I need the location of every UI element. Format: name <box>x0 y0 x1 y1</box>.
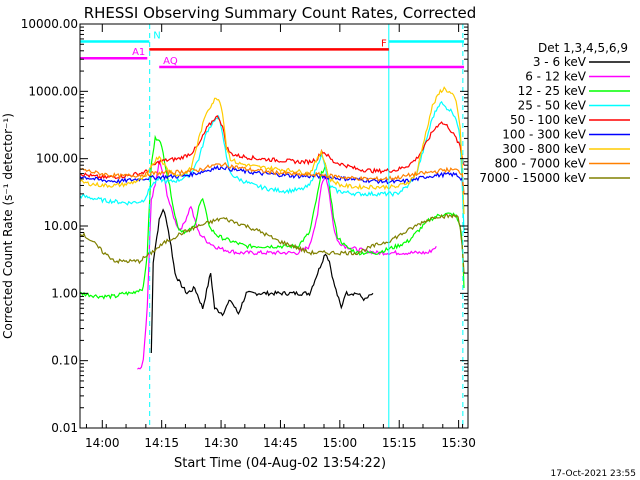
legend-label: 800 - 7000 keV <box>495 157 587 171</box>
x-tick-label: 14:00 <box>85 436 120 450</box>
y-tick-label: 10.00 <box>44 219 78 233</box>
chart-title: RHESSI Observing Summary Count Rates, Co… <box>84 4 477 22</box>
x-tick-label: 14:30 <box>204 436 239 450</box>
series-line-4 <box>79 100 465 233</box>
legend-label: 25 - 50 keV <box>518 99 587 113</box>
series-line-5 <box>79 115 465 180</box>
series-line-3 <box>79 134 465 300</box>
legend-label: 100 - 300 keV <box>502 128 586 142</box>
plot-frame <box>79 23 469 429</box>
x-tick-label: 14:15 <box>144 436 179 450</box>
series-line-8 <box>79 161 465 194</box>
series-line-1 <box>150 208 374 354</box>
legend-title: Det 1,3,4,5,6,9 <box>538 41 628 55</box>
legend-label: 7000 - 15000 keV <box>479 171 586 185</box>
x-tick-label: 15:30 <box>441 436 476 450</box>
y-tick-label: 1000.00 <box>28 84 78 98</box>
series-line-7 <box>79 86 465 215</box>
x-axis-label: Start Time (04-Aug-02 13:54:22) <box>174 456 386 471</box>
y-tick-label: 10000.00 <box>21 17 78 31</box>
y-tick-label: 1.00 <box>51 286 78 300</box>
y-tick-label: 0.01 <box>51 421 78 435</box>
y-tick-label: 100.00 <box>36 152 78 166</box>
x-tick-label: 15:15 <box>382 436 417 450</box>
flag-label-aq: AQ <box>163 56 178 67</box>
flag-label-n: N <box>153 30 160 41</box>
x-tick-label: 14:45 <box>263 436 298 450</box>
y-axis-label: Corrected Count Rate (s⁻¹ detector⁻¹) <box>1 113 15 339</box>
legend-label: 3 - 6 keV <box>533 55 587 69</box>
legend-label: 12 - 25 keV <box>518 84 587 98</box>
legend-label: 50 - 100 keV <box>510 113 587 127</box>
series-line-9 <box>79 213 465 274</box>
y-tick-label: 0.10 <box>51 354 78 368</box>
timestamp: 17-Oct-2021 23:55 <box>551 469 636 479</box>
legend-label: 6 - 12 keV <box>525 70 587 84</box>
x-tick-label: 15:00 <box>323 436 358 450</box>
legend-label: 300 - 800 keV <box>502 142 586 156</box>
series-line-2 <box>137 160 437 370</box>
flag-label-f: F <box>381 38 387 49</box>
series-line-6 <box>79 164 465 194</box>
flag-label-a1: A1 <box>132 47 145 58</box>
